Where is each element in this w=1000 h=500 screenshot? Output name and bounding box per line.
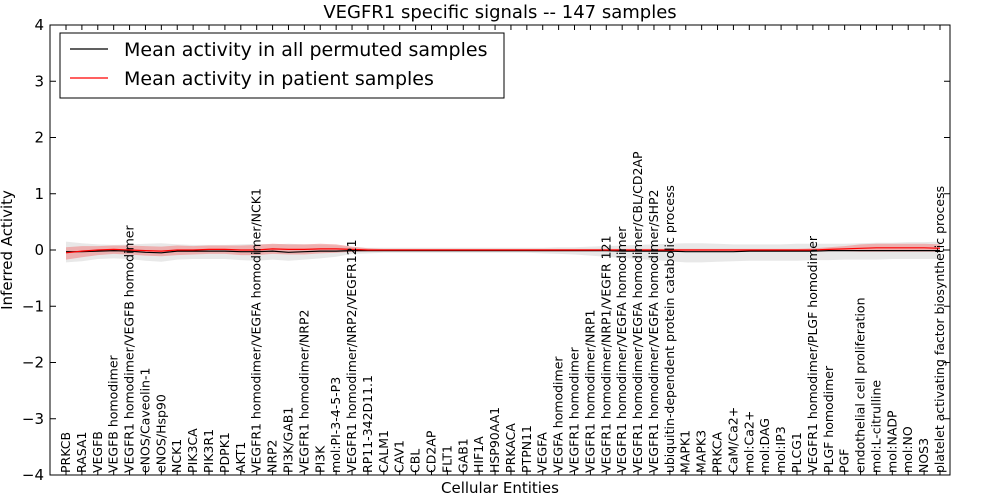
legend-box	[59, 32, 505, 99]
y-axis-ticks: 4 3 2 1 0 −1 −2 −3 −4	[22, 16, 950, 484]
y-axis-label: Inferred Activity	[0, 190, 16, 310]
legend: Mean activity in all permuted samples Me…	[59, 32, 505, 99]
band-series-1	[66, 243, 940, 260]
entity-label: NRP2	[265, 439, 280, 473]
chart-title: VEGFR1 specific signals -- 147 samples	[323, 2, 676, 23]
entity-label: NCK1	[169, 439, 184, 473]
y-tick-label: 1	[34, 185, 44, 203]
entity-label: MAPK3	[694, 430, 709, 473]
entity-label: PRKCB	[58, 432, 73, 473]
y-tick-label: −2	[22, 354, 44, 372]
entity-label: CAV1	[392, 440, 407, 473]
y-tick-label: −1	[22, 297, 44, 315]
entity-label: mol:L-citrulline	[868, 380, 883, 473]
entity-label: PDPK1	[217, 432, 232, 473]
entity-label: VEGFR1 homodimer/NRP1/VEGFR 121	[598, 235, 613, 473]
entity-label: HSP90AA1	[487, 407, 502, 473]
legend-label-patient: Mean activity in patient samples	[124, 68, 434, 90]
entity-label: GAB1	[455, 438, 470, 473]
entity-label: CALM1	[376, 430, 391, 473]
entity-label: mol:IP3	[773, 426, 788, 473]
entity-label: VEGFR1 homodimer/NRP2/VEGFR121	[344, 239, 359, 473]
y-tick-label: 2	[34, 129, 44, 147]
entity-label: mol:PI-3-4-5-P3	[328, 377, 343, 473]
entity-labels: PRKCB RASA1 VEGFB VEGFB homodimer VEGFR1 hom…	[58, 151, 947, 473]
legend-label-permuted: Mean activity in all permuted samples	[124, 39, 487, 61]
entity-label: PI3K	[312, 445, 327, 473]
entity-label: PLCG1	[789, 432, 804, 473]
entity-label: AKT1	[233, 442, 248, 473]
line-series-1	[65, 247, 941, 254]
entity-label: VEGFR1 homodimer/VEGFA homodimer/SHP2	[646, 190, 661, 474]
y-tick-label: 0	[34, 241, 44, 259]
entity-label: CBL	[408, 449, 423, 473]
entity-label: MAPK1	[678, 430, 693, 473]
entity-label: PLGF homodimer	[821, 365, 836, 473]
entity-label: mol:NO	[900, 426, 915, 473]
entity-label: VEGFA homodimer	[551, 356, 566, 473]
entity-label: mol:DAG	[757, 418, 772, 473]
entity-label: NOS3	[916, 438, 931, 473]
series-lines	[65, 247, 941, 254]
entity-label: mol:NADP	[884, 410, 899, 473]
entity-label: VEGFB homodimer	[106, 354, 121, 473]
entity-label: ubiquitin-dependent protein catabolic pr…	[662, 185, 677, 473]
confidence-bands	[66, 241, 940, 263]
entity-label: PRKCA	[710, 432, 725, 473]
entity-label: PI3K/GAB1	[281, 407, 296, 473]
entity-label: VEGFR1 homodimer/VEGFB homodimer	[122, 225, 137, 473]
entity-label: endothelial cell proliferation	[853, 297, 868, 472]
entity-label: PIK3CA	[185, 428, 200, 473]
entity-label: VEGFR1 homodimer/NRP2	[296, 310, 311, 473]
entity-label: VEGFR1 homodimer	[567, 346, 582, 473]
entity-label: VEGFR1 homodimer/VEGFA homodimer	[614, 226, 629, 473]
entity-label: eNOS/Hsp90	[153, 394, 168, 473]
entity-label: HIF1A	[471, 436, 486, 473]
entity-label: platelet activating factor biosynthetic …	[932, 186, 947, 473]
entity-label: eNOS/Caveolin-1	[138, 368, 153, 473]
x-axis-label: Cellular Entities	[441, 479, 559, 497]
y-tick-label: 4	[34, 16, 44, 34]
entity-label: VEGFR1 homodimer/PLGF homodimer	[805, 235, 820, 473]
entity-label: PGF	[837, 449, 852, 473]
entity-label: VEGFR1 homodimer/VEGFA homodimer/CBL/CD2…	[630, 151, 645, 473]
entity-label: CaM/Ca2+	[725, 407, 740, 473]
entity-label: RASA1	[74, 432, 89, 473]
x-axis-ticks	[65, 25, 941, 475]
entity-label: VEGFR1 homodimer/VEGFA homodimer/NCK1	[249, 188, 264, 473]
y-tick-label: −3	[22, 410, 44, 428]
entity-label: FLT1	[439, 445, 454, 473]
entity-label: VEGFA	[535, 432, 550, 473]
entity-label: PTPN11	[519, 425, 534, 473]
entity-label: PRKACA	[503, 423, 518, 473]
entity-label: CD2AP	[424, 430, 439, 473]
y-tick-label: −4	[22, 466, 44, 484]
entity-label: mol:Ca2+	[741, 411, 756, 473]
entity-label: PIK3R1	[201, 429, 216, 473]
y-tick-label: 3	[34, 72, 44, 90]
entity-label: RP11-342D11.1	[360, 375, 375, 473]
entity-label: VEGFB	[90, 431, 105, 473]
entity-label: VEGFR1 homodimer/NRP1	[582, 310, 597, 473]
